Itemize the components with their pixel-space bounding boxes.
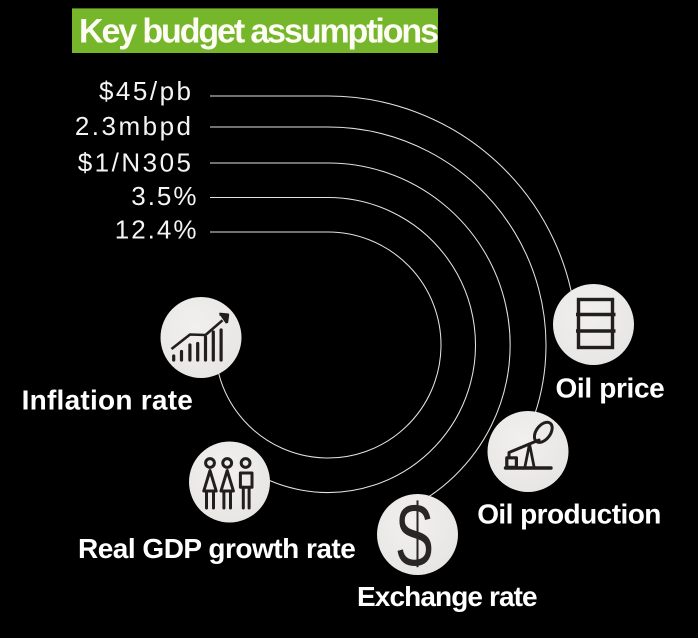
- svg-text:$45/pb: $45/pb: [99, 76, 194, 106]
- svg-text:$1/N305: $1/N305: [78, 148, 194, 178]
- svg-text:3.5%: 3.5%: [131, 181, 198, 211]
- svg-text:12.4%: 12.4%: [115, 215, 199, 245]
- svg-text:2.3mbpd: 2.3mbpd: [75, 111, 194, 141]
- svg-text:S: S: [395, 487, 434, 584]
- svg-text:Oil production: Oil production: [477, 499, 661, 530]
- svg-text:Inflation rate: Inflation rate: [22, 384, 194, 415]
- svg-text:Exchange rate: Exchange rate: [357, 581, 537, 612]
- svg-text:Key budget assumptions: Key budget assumptions: [79, 13, 439, 51]
- svg-text:Oil price: Oil price: [556, 373, 665, 404]
- svg-text:Real GDP growth rate: Real GDP growth rate: [78, 533, 355, 564]
